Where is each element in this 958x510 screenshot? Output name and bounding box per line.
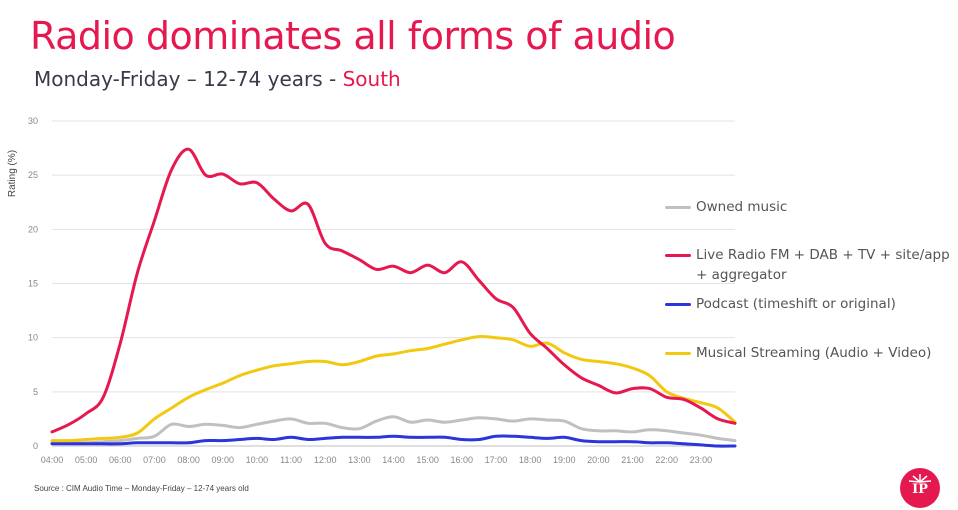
y-tick-label: 15 bbox=[28, 279, 38, 289]
legend-label-owned-music: Owned music bbox=[696, 199, 788, 215]
x-tick-label: 04:00 bbox=[41, 455, 64, 465]
page-subtitle: Monday-Friday – 12-74 years - South bbox=[34, 67, 401, 91]
page-title: Radio dominates all forms of audio bbox=[30, 14, 676, 58]
series-line-live-radio bbox=[50, 147, 737, 434]
legend-label-musical-streaming: Musical Streaming (Audio + Video) bbox=[696, 345, 932, 361]
legend-swatch-owned-music bbox=[665, 206, 691, 209]
y-tick-label: 10 bbox=[28, 333, 38, 343]
y-tick-label: 30 bbox=[28, 116, 38, 126]
x-tick-label: 13:00 bbox=[348, 455, 371, 465]
x-tick-label: 08:00 bbox=[177, 455, 200, 465]
x-tick-label: 07:00 bbox=[143, 455, 166, 465]
x-tick-label: 09:00 bbox=[211, 455, 234, 465]
legend-swatch-podcast bbox=[665, 303, 691, 306]
x-tick-label: 15:00 bbox=[416, 455, 439, 465]
x-tick-label: 11:00 bbox=[280, 455, 302, 465]
x-tick-label: 21:00 bbox=[621, 455, 644, 465]
x-tick-label: 10:00 bbox=[246, 455, 269, 465]
x-tick-label: 06:00 bbox=[109, 455, 132, 465]
x-tick-label: 20:00 bbox=[587, 455, 610, 465]
source-note: Source : CIM Audio Time – Monday-Friday … bbox=[34, 484, 249, 493]
subtitle-region: South bbox=[342, 67, 401, 91]
series-line-podcast bbox=[50, 434, 737, 448]
series-line-owned-music bbox=[50, 415, 737, 445]
y-tick-label: 25 bbox=[28, 170, 38, 180]
legend-label-live-radio: Live Radio FM + DAB + TV + site/app + ag… bbox=[696, 247, 950, 283]
logo-rays-icon bbox=[908, 474, 932, 483]
x-tick-label: 17:00 bbox=[485, 455, 508, 465]
x-tick-label: 05:00 bbox=[75, 455, 98, 465]
y-tick-label: 0 bbox=[33, 441, 38, 451]
series-line-musical-streaming bbox=[50, 335, 737, 443]
y-tick-label: 20 bbox=[28, 224, 38, 234]
legend-label-podcast: Podcast (timeshift or original) bbox=[696, 296, 896, 312]
x-tick-label: 14:00 bbox=[382, 455, 405, 465]
subtitle-main: Monday-Friday – 12-74 years - bbox=[34, 67, 343, 91]
x-tick-label: 19:00 bbox=[553, 455, 576, 465]
logo-text: IP bbox=[912, 482, 928, 497]
brand-logo: IP bbox=[900, 468, 940, 508]
x-tick-label: 18:00 bbox=[519, 455, 542, 465]
legend-swatch-live-radio bbox=[665, 254, 691, 257]
legend-swatch-musical-streaming bbox=[665, 352, 691, 355]
y-tick-label: 5 bbox=[33, 387, 38, 397]
x-tick-label: 22:00 bbox=[655, 455, 678, 465]
y-axis-label: Rating (%) bbox=[7, 150, 18, 197]
x-tick-label: 16:00 bbox=[451, 455, 474, 465]
x-tick-label: 23:00 bbox=[690, 455, 713, 465]
x-tick-label: 12:00 bbox=[314, 455, 337, 465]
